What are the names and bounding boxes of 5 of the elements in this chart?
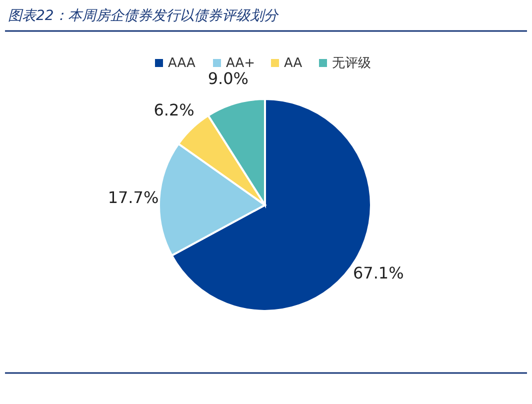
legend-label: 无评级: [332, 56, 371, 71]
title: 图表22：本周房企债券发行以债券评级划分: [8, 8, 278, 24]
legend-label: AAA: [168, 56, 196, 71]
legend-label: AA: [284, 56, 302, 71]
legend-label: AA+: [226, 56, 256, 71]
